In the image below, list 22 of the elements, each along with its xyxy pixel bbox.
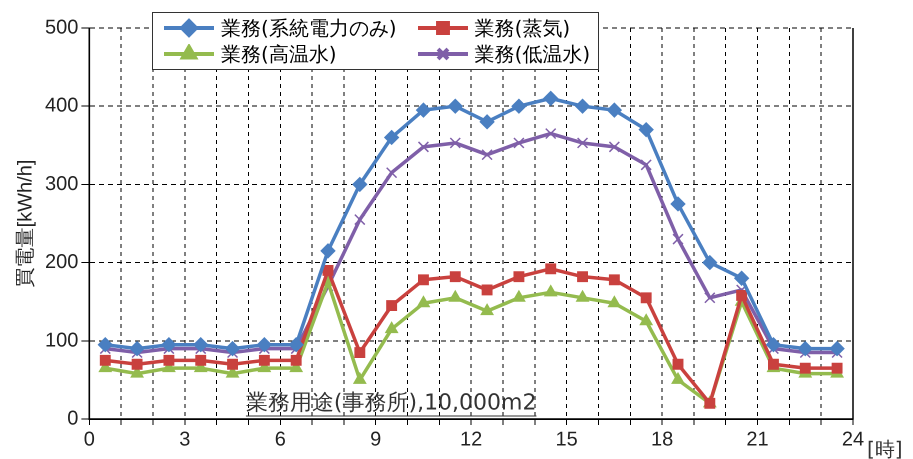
x-tick-label: 12 xyxy=(460,428,482,451)
y-axis-title: 買電量[kWh/h] xyxy=(14,160,37,288)
legend-label: 業務(系統電力のみ) xyxy=(221,15,397,41)
x-tick-label: 0 xyxy=(84,428,95,451)
y-tick-label: 0 xyxy=(67,408,78,430)
annotation: 業務用途(事務所),10,000m2 xyxy=(246,390,536,416)
y-tick-label: 500 xyxy=(44,16,78,39)
x-tick-label: 3 xyxy=(179,428,190,451)
x-tick-label: 9 xyxy=(370,428,382,451)
y-tick-label: 300 xyxy=(44,172,78,195)
legend-label: 業務(低温水) xyxy=(474,41,590,67)
legend-label: 業務(蒸気) xyxy=(474,15,570,41)
x-tick-label: 21 xyxy=(746,428,769,451)
y-tick-label: 100 xyxy=(44,329,78,352)
x-tick-label: 6 xyxy=(274,428,286,451)
x-tick-label: 15 xyxy=(556,428,578,451)
x-axis-title: [時] xyxy=(867,437,903,459)
x-tick-label: 18 xyxy=(650,428,674,451)
legend-label: 業務(高温水) xyxy=(221,41,337,67)
x-tick-label: 24 xyxy=(842,428,864,451)
y-tick-label: 400 xyxy=(44,94,78,117)
y-tick-label: 200 xyxy=(44,251,78,274)
